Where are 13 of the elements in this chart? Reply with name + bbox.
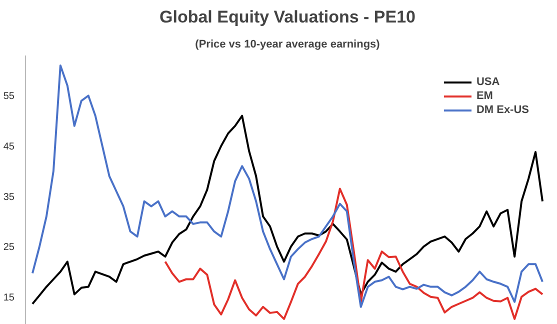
- legend-label: DM Ex-US: [476, 103, 529, 117]
- line-series: [164, 188, 544, 320]
- y-tick-label: 25: [3, 242, 15, 254]
- y-tick-label: 55: [3, 91, 15, 102]
- legend-label: EM: [476, 89, 494, 103]
- y-tick-label: 35: [3, 192, 15, 203]
- y-tick-label: 15: [3, 292, 15, 304]
- line-series: [31, 114, 544, 305]
- y-tick-label: 45: [3, 142, 15, 153]
- legend-label: USA: [476, 75, 500, 89]
- line-series: [31, 64, 544, 308]
- chart-title: Global Equity Valuations - PE10: [160, 8, 416, 26]
- chart-subtitle: (Price vs 10-year average earnings): [195, 38, 380, 50]
